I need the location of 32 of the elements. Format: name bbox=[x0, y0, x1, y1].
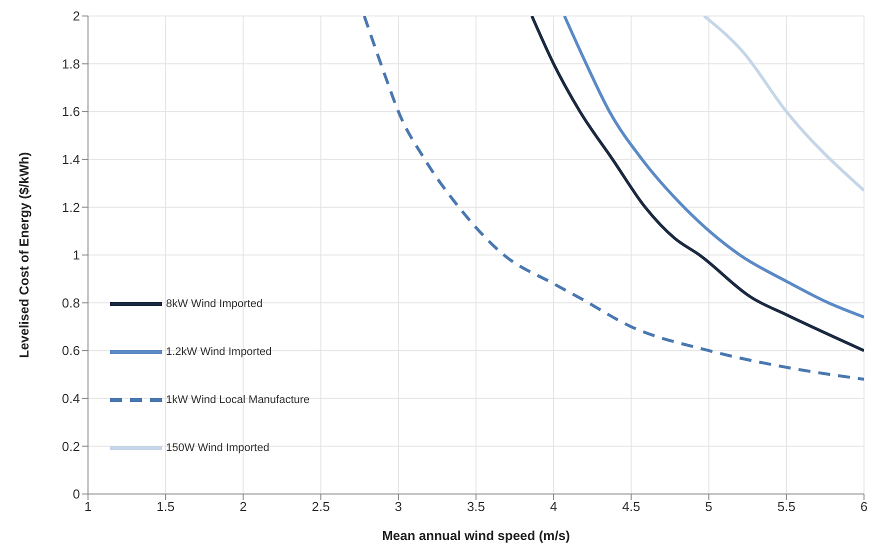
x-tick-label: 1.5 bbox=[156, 499, 175, 514]
legend-label: 1.2kW Wind Imported bbox=[166, 346, 272, 358]
legend-label: 8kW Wind Imported bbox=[166, 298, 263, 310]
x-tick-label: 3 bbox=[394, 499, 402, 514]
y-tick-label: 1.4 bbox=[62, 152, 80, 168]
y-tick-label: 0.2 bbox=[62, 438, 80, 454]
x-tick-label: 1 bbox=[84, 499, 92, 514]
y-tick-label: 1 bbox=[72, 248, 80, 263]
x-tick-label: 5 bbox=[705, 499, 712, 514]
x-tick-label: 5.5 bbox=[777, 499, 796, 514]
x-tick-label: 6 bbox=[860, 499, 868, 514]
y-axis-title: Levelised Cost of Energy ($/kWh) bbox=[16, 152, 32, 358]
y-tick-label: 0 bbox=[72, 486, 80, 502]
line-series bbox=[702, 16, 864, 192]
y-tick-label: 0.8 bbox=[62, 295, 80, 310]
x-tick-label: 4 bbox=[550, 499, 558, 514]
y-tick-label: 1.6 bbox=[62, 104, 80, 120]
x-tick-label: 3.5 bbox=[466, 499, 486, 514]
line-series bbox=[562, 16, 864, 319]
x-tick-label: 2.5 bbox=[312, 499, 330, 514]
line-series bbox=[530, 16, 864, 352]
y-tick-label: 0.4 bbox=[62, 391, 80, 406]
y-tick-label: 1.2 bbox=[62, 200, 80, 215]
x-tick-label: 2 bbox=[240, 499, 247, 514]
y-tick-label: 0.6 bbox=[62, 343, 80, 358]
legend-label: 150W Wind Imported bbox=[166, 442, 270, 454]
x-axis-title: Mean annual wind speed (m/s) bbox=[382, 528, 570, 543]
y-tick-label: 1.8 bbox=[62, 56, 80, 72]
x-tick-label: 4.5 bbox=[622, 499, 640, 514]
line-series bbox=[362, 16, 864, 381]
y-tick-label: 2 bbox=[72, 8, 80, 24]
legend-label: 1kW Wind Local Manufacture bbox=[166, 394, 310, 406]
